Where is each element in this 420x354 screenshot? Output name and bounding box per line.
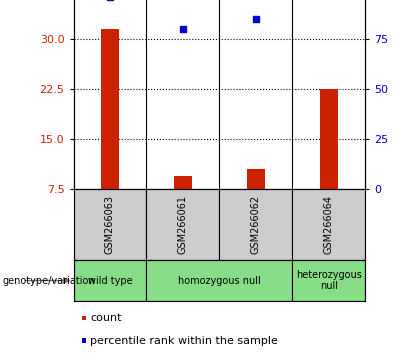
Bar	[147, 189, 220, 260]
Bar	[147, 260, 292, 301]
Text: count: count	[90, 313, 122, 323]
Bar	[292, 260, 365, 301]
Bar	[74, 189, 147, 260]
Bar	[101, 29, 119, 189]
Text: GSM266062: GSM266062	[251, 195, 261, 255]
Text: GSM266061: GSM266061	[178, 195, 188, 254]
Bar	[174, 176, 192, 189]
Bar	[292, 189, 365, 260]
Text: wild type: wild type	[88, 275, 132, 286]
Text: GSM266063: GSM266063	[105, 195, 115, 254]
Bar	[320, 89, 338, 189]
Text: genotype/variation: genotype/variation	[2, 275, 95, 286]
Bar	[220, 189, 292, 260]
Text: GSM266064: GSM266064	[324, 195, 334, 254]
Bar	[74, 260, 147, 301]
Bar	[247, 169, 265, 189]
Text: homozygous null: homozygous null	[178, 275, 261, 286]
Text: percentile rank within the sample: percentile rank within the sample	[90, 336, 278, 346]
Text: heterozygous
null: heterozygous null	[296, 270, 362, 291]
